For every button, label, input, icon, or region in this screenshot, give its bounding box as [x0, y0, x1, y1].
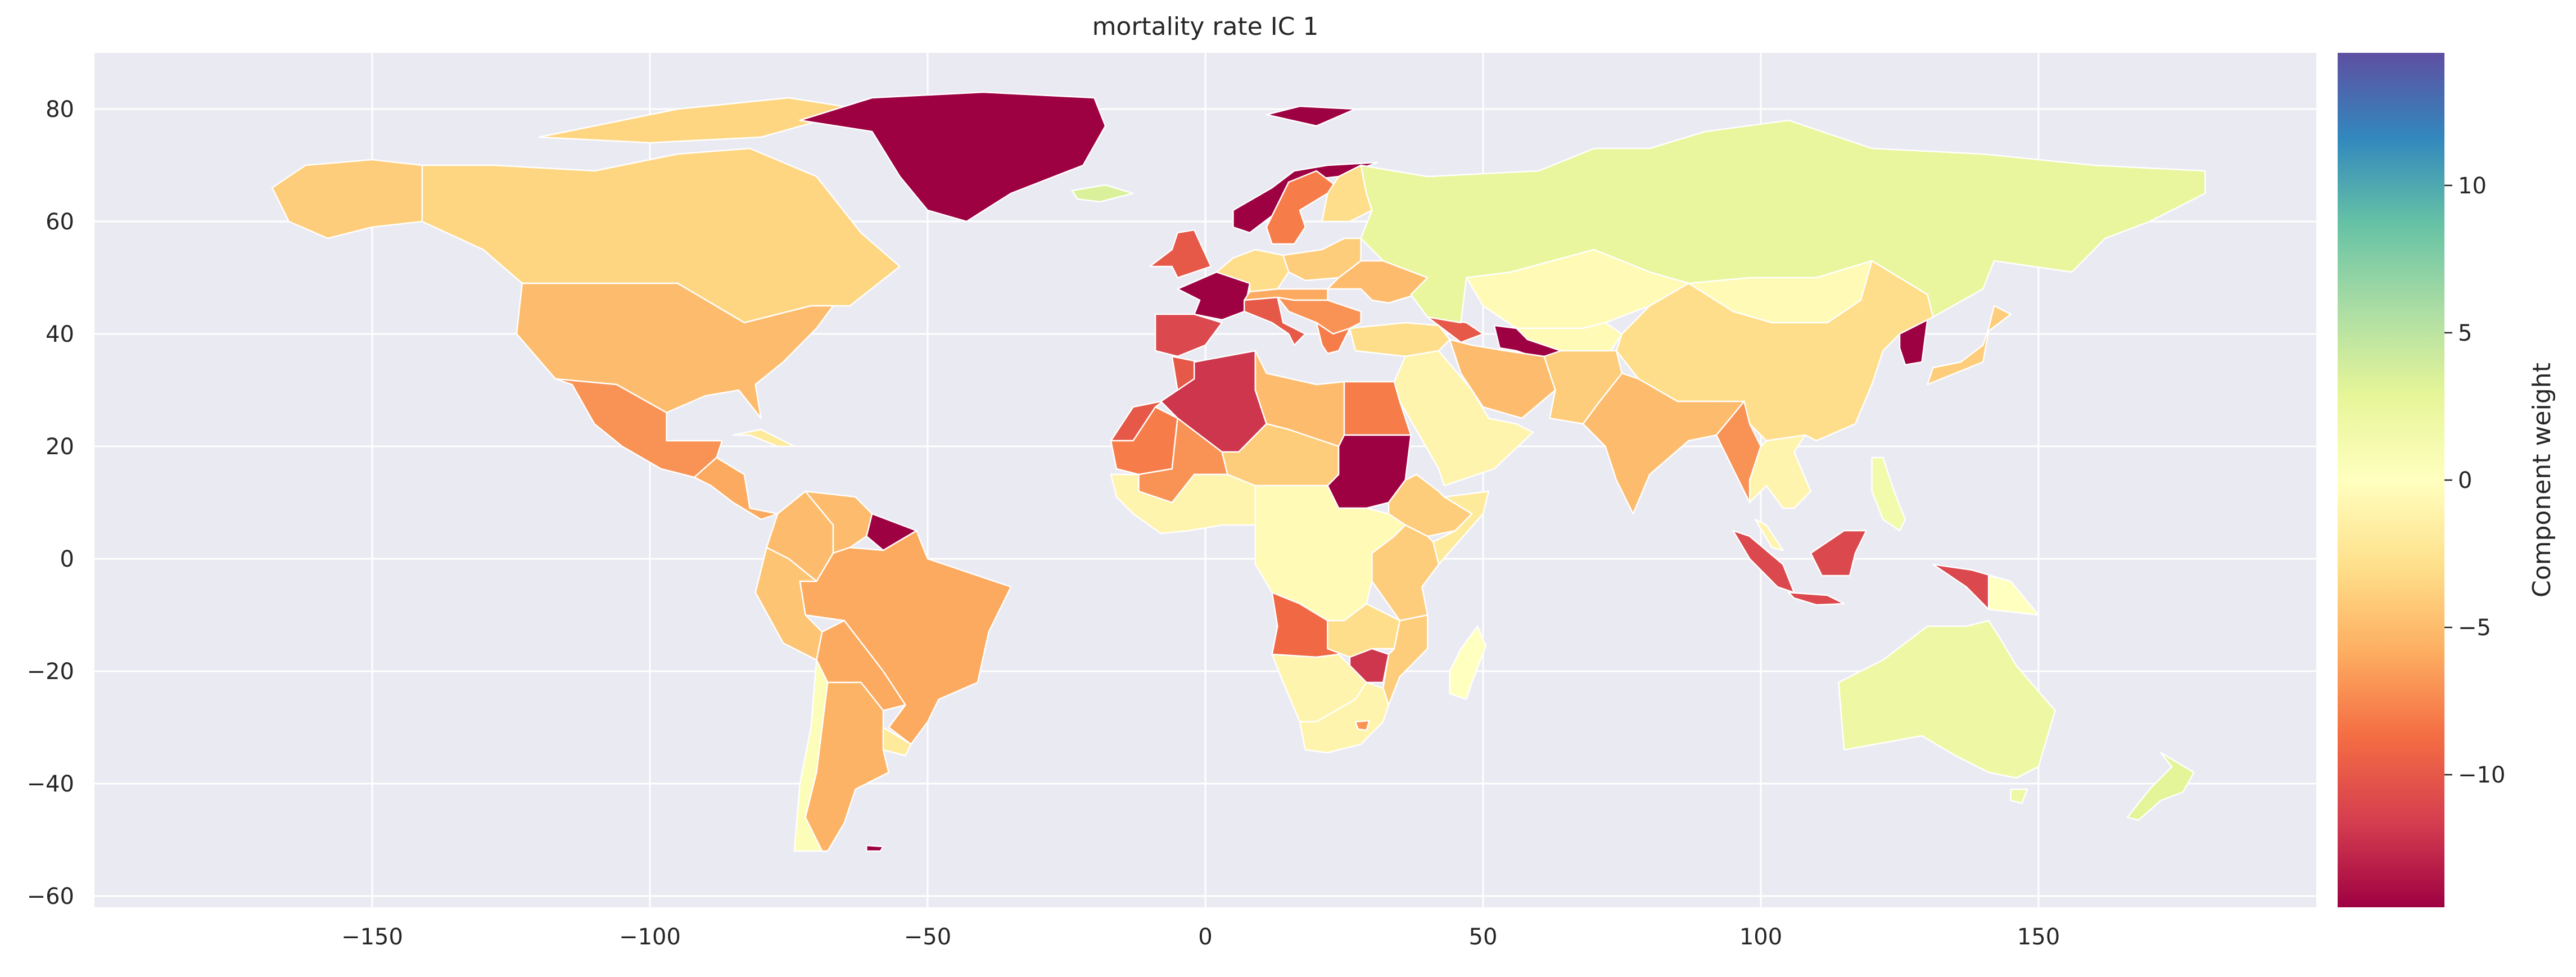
- region-iceland: [1071, 184, 1134, 203]
- colorbar-tick-label: 5: [2458, 320, 2472, 346]
- x-tick-label: 150: [2017, 924, 2060, 950]
- region-java: [1788, 591, 1845, 606]
- region-middle-east: [1393, 350, 1534, 487]
- region-malay-peninsula: [1754, 518, 1784, 551]
- region-south-africa: [1299, 681, 1390, 754]
- y-tick-label: 0: [60, 546, 74, 572]
- region-east-africa: [1371, 524, 1440, 622]
- region-lesotho: [1354, 720, 1370, 731]
- region-canada: [421, 147, 901, 324]
- region-uruguay: [882, 726, 912, 757]
- x-tick-label: −100: [619, 924, 681, 950]
- region-zambia-malawi: [1327, 603, 1401, 658]
- x-tick-label: −150: [341, 924, 403, 950]
- region-italy: [1243, 296, 1307, 346]
- region-iran: [1449, 338, 1556, 419]
- region-cuba: [732, 428, 796, 447]
- y-tick-label: −40: [27, 771, 74, 797]
- y-tick-label: 40: [46, 322, 74, 347]
- region-new-zealand: [2126, 752, 2195, 821]
- x-axis-ticks: −150 −100 −50 0 50 100 150: [341, 924, 2060, 950]
- y-tick-label: 80: [46, 97, 74, 123]
- colorbar: [2338, 53, 2444, 907]
- y-tick-label: −20: [27, 659, 74, 685]
- region-norway: [1232, 161, 1379, 234]
- y-tick-label: −60: [27, 884, 74, 910]
- region-borneo: [1810, 530, 1867, 577]
- colorbar-tick-label: 0: [2458, 468, 2472, 494]
- region-indochina: [1748, 434, 1812, 509]
- region-balkans: [1277, 296, 1362, 335]
- region-svalbard: [1266, 105, 1357, 127]
- region-philippines: [1871, 456, 1906, 532]
- x-tick-label: 100: [1739, 924, 1782, 950]
- region-turkey: [1349, 322, 1450, 358]
- region-japan: [1927, 305, 2012, 386]
- colorbar-ticks: −10 −5 0 5 10: [2444, 173, 2505, 788]
- region-argentina: [805, 681, 890, 852]
- region-russia: [1360, 119, 2206, 324]
- region-australia: [1838, 619, 2056, 779]
- colorbar-tick-label: −10: [2458, 762, 2505, 788]
- x-tick-label: −50: [904, 924, 951, 950]
- region-venezuela: [805, 490, 873, 554]
- y-axis-ticks: −60 −40 −20 0 20 40 60 80: [27, 97, 74, 910]
- region-korea: [1899, 319, 1928, 366]
- colorbar-tick-label: 10: [2458, 173, 2487, 199]
- x-tick-label: 0: [1198, 924, 1212, 950]
- colorbar-tick-label: −5: [2458, 615, 2491, 641]
- region-ireland-uk: [1149, 229, 1212, 279]
- x-tick-label: 50: [1469, 924, 1498, 950]
- region-greenland: [799, 91, 1106, 223]
- region-greece: [1316, 322, 1351, 355]
- colorbar-label: Component weight: [2528, 363, 2556, 598]
- region-madagascar: [1449, 625, 1487, 700]
- chart-title: mortality rate IC 1: [1092, 12, 1319, 41]
- y-tick-label: 60: [46, 209, 74, 235]
- region-falklands: [866, 844, 884, 852]
- y-tick-label: 20: [46, 434, 74, 460]
- country-layer: [271, 91, 2206, 852]
- region-ukraine-belarus: [1327, 260, 1429, 304]
- region-tasmania: [2010, 788, 2028, 804]
- region-papua-ng-east: [1987, 575, 2040, 616]
